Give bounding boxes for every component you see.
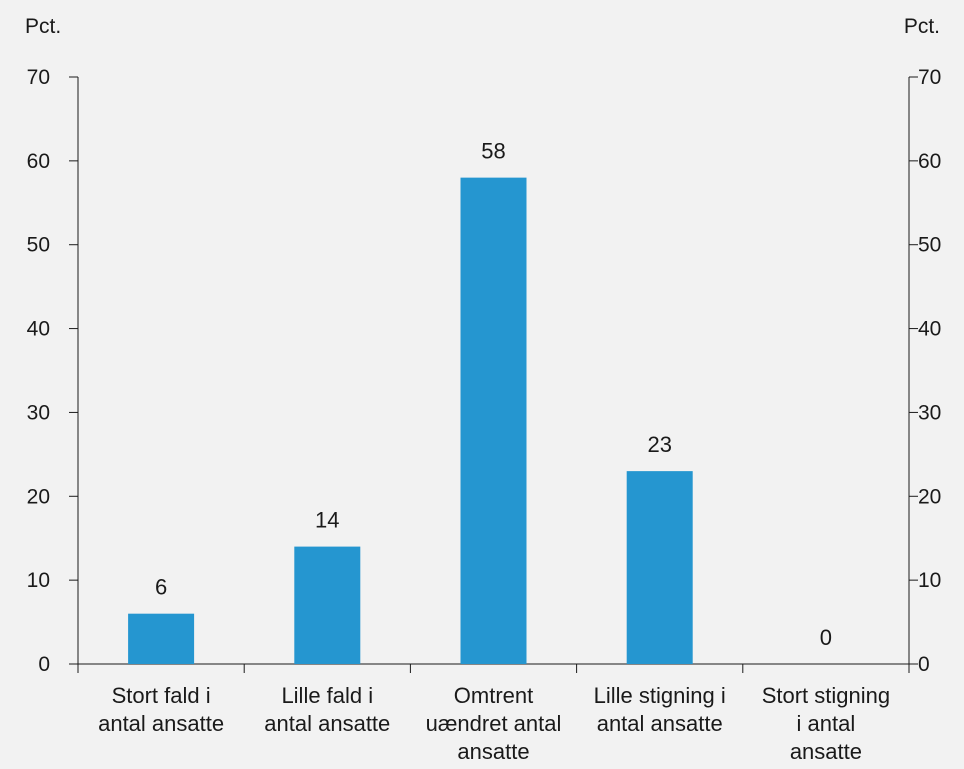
category-label-line: ansatte [790,739,862,764]
left-y-tick-label: 40 [27,318,50,341]
category-label-line: uændret antal [426,711,562,736]
right-y-tick-label: 60 [918,150,941,173]
right-y-tick-label: 50 [918,234,941,257]
left-y-tick-label: 70 [27,66,50,89]
category-label-line: i antal [797,711,856,736]
bar [128,613,195,664]
category-label-line: Omtrent [454,683,533,708]
category-label: Stort stigning i antal ansatte [762,683,890,764]
category-label: Stort fald i antal ansatte [98,683,224,736]
category-labels: Stort fald i antal ansatte Lille fald i ant… [98,683,890,764]
bar-value-label: 14 [315,508,339,533]
left-y-tick-label: 50 [27,234,50,257]
left-y-tick-label: 20 [27,485,50,508]
bar-value-label: 6 [155,575,167,600]
data-labels: 6 14 58 23 0 [155,139,832,650]
left-axis-unit-label: Pct. [25,15,61,38]
category-label-line: antal ansatte [264,711,390,736]
right-y-tick-label: 30 [918,401,941,424]
bar [294,546,361,664]
right-y-tick-label: 10 [918,569,941,592]
bars [128,177,693,664]
right-y-tick-label: 40 [918,318,941,341]
right-y-tick-label: 70 [918,66,941,89]
category-label-line: antal ansatte [597,711,723,736]
bar [460,177,527,664]
category-label-line: Stort fald i [112,683,211,708]
right-axis-unit-label: Pct. [904,15,940,38]
bar-value-label: 58 [481,139,505,164]
left-y-tick-label: 0 [38,653,50,676]
left-y-tick-label: 60 [27,150,50,173]
left-y-tick-label: 30 [27,401,50,424]
category-label-line: antal ansatte [98,711,224,736]
category-label-line: Stort stigning [762,683,890,708]
category-label: Omtrent uændret antal ansatte [426,683,562,764]
right-y-tick-label: 20 [918,485,941,508]
bar [626,471,693,664]
category-label-line: ansatte [457,739,529,764]
category-label-line: Lille fald i [281,683,373,708]
right-y-tick-label: 0 [918,653,930,676]
bar-value-label: 23 [647,432,671,457]
left-y-tick-label: 10 [27,569,50,592]
category-label-line: Lille stigning i [594,683,726,708]
category-label: Lille stigning i antal ansatte [594,683,726,736]
category-label: Lille fald i antal ansatte [264,683,390,736]
bar-value-label: 0 [820,625,832,650]
